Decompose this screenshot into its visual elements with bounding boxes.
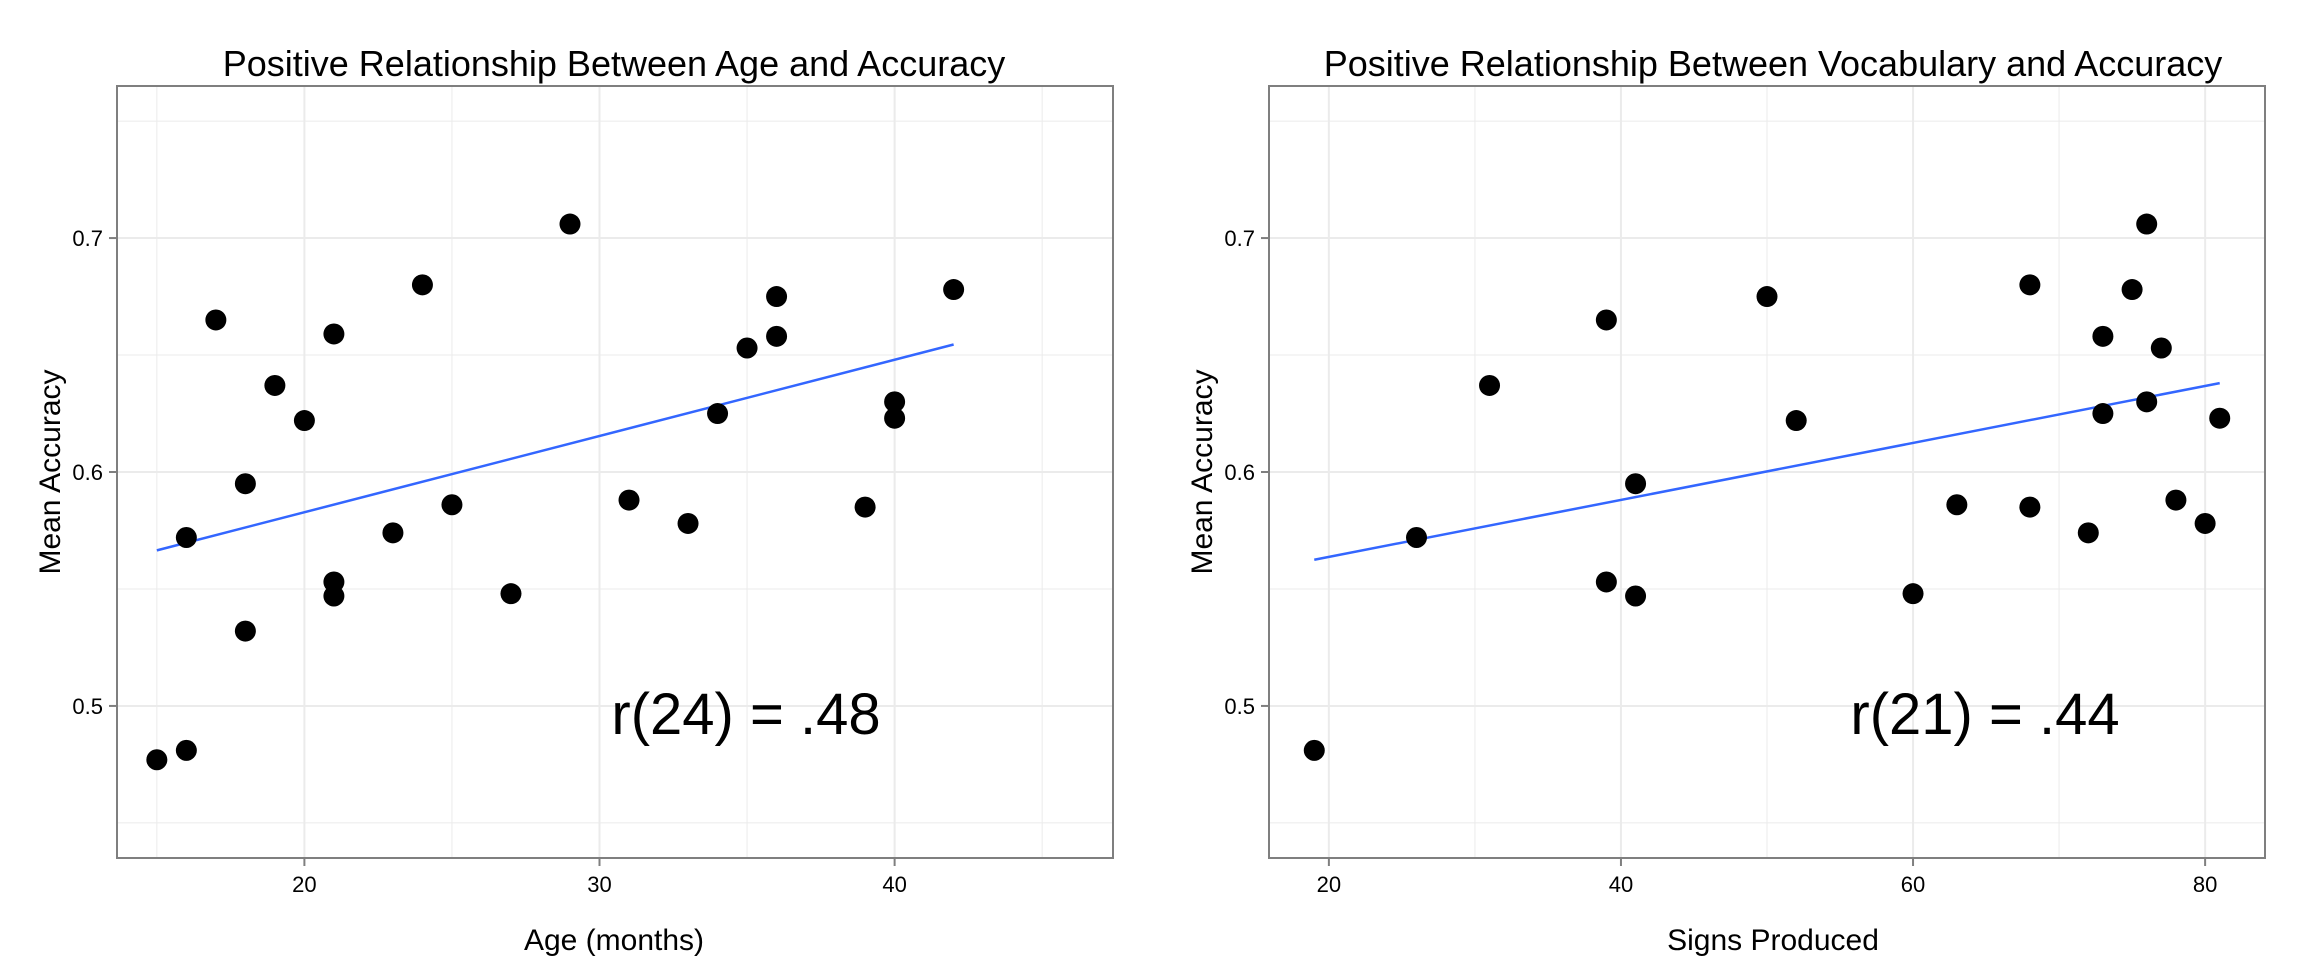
data-point xyxy=(1406,527,1428,549)
x-tick-label: 40 xyxy=(1609,872,1633,897)
data-point xyxy=(2150,337,2172,359)
data-point xyxy=(1303,739,1325,761)
panel-border xyxy=(1268,85,2266,859)
data-point xyxy=(175,739,197,761)
plot-area: 20 30 40 0.5 0.6 0.7 xyxy=(72,85,1114,897)
panel-border xyxy=(116,85,1114,859)
data-point xyxy=(766,325,788,347)
data-point xyxy=(1946,494,1968,516)
vocabulary-accuracy-panel: Positive Relationship Between Vocabulary… xyxy=(1186,43,2266,957)
panel-title: Positive Relationship Between Vocabulary… xyxy=(1324,43,2223,84)
data-point xyxy=(884,407,906,429)
correlation-annotation: r(24) = .48 xyxy=(611,682,880,747)
data-point xyxy=(943,279,965,301)
data-point xyxy=(175,527,197,549)
y-tick-label: 0.7 xyxy=(72,226,103,251)
data-point xyxy=(766,286,788,308)
y-tick-label: 0.7 xyxy=(1224,226,1255,251)
data-point xyxy=(323,323,345,345)
data-point xyxy=(411,274,433,296)
data-point xyxy=(884,391,906,413)
data-point xyxy=(2019,496,2041,518)
data-point xyxy=(677,512,699,534)
data-point xyxy=(146,749,168,771)
y-tick-label: 0.5 xyxy=(72,694,103,719)
data-point xyxy=(1756,286,1778,308)
data-point xyxy=(854,496,876,518)
data-point xyxy=(1595,309,1617,331)
panel-title: Positive Relationship Between Age and Ac… xyxy=(223,43,1005,84)
data-point xyxy=(1902,583,1924,605)
data-point xyxy=(1625,473,1647,495)
y-axis-label: Mean Accuracy xyxy=(34,369,67,574)
x-tick-label: 40 xyxy=(882,872,906,897)
data-point xyxy=(1625,585,1647,607)
data-point xyxy=(2136,213,2158,235)
data-point xyxy=(1479,374,1501,396)
data-point xyxy=(2121,279,2143,301)
data-point xyxy=(441,494,463,516)
data-point xyxy=(293,410,315,432)
data-point xyxy=(2209,407,2231,429)
data-point xyxy=(264,374,286,396)
data-point xyxy=(2019,274,2041,296)
plot-area: 20 40 60 80 0.5 0.6 0.7 xyxy=(1224,85,2266,897)
regression-line xyxy=(1314,381,2220,561)
data-point xyxy=(736,337,758,359)
data-point xyxy=(559,213,581,235)
data-point xyxy=(323,585,345,607)
data-point xyxy=(2165,489,2187,511)
x-axis-label: Signs Produced xyxy=(1667,924,1879,957)
data-point xyxy=(234,473,256,495)
data-point xyxy=(500,583,522,605)
data-point xyxy=(2092,403,2114,425)
data-point xyxy=(205,309,227,331)
correlation-annotation: r(21) = .44 xyxy=(1850,682,2119,747)
x-axis-label: Age (months) xyxy=(524,924,704,957)
y-tick-label: 0.5 xyxy=(1224,694,1255,719)
y-tick-label: 0.6 xyxy=(72,460,103,485)
x-tick-label: 60 xyxy=(1901,872,1925,897)
y-tick-label: 0.6 xyxy=(1224,460,1255,485)
x-tick-label: 20 xyxy=(1317,872,1341,897)
data-point xyxy=(2077,522,2099,544)
data-point xyxy=(234,620,256,642)
data-point xyxy=(707,403,729,425)
regression-line xyxy=(156,343,954,552)
data-point xyxy=(1595,571,1617,593)
x-tick-label: 20 xyxy=(292,872,316,897)
data-point xyxy=(1785,410,1807,432)
data-point xyxy=(2136,391,2158,413)
data-point xyxy=(2092,325,2114,347)
data-point xyxy=(382,522,404,544)
x-tick-label: 80 xyxy=(2193,872,2217,897)
x-tick-label: 30 xyxy=(587,872,611,897)
age-accuracy-panel: Positive Relationship Between Age and Ac… xyxy=(34,43,1114,957)
y-axis-label: Mean Accuracy xyxy=(1186,369,1219,574)
data-point xyxy=(2194,512,2216,534)
data-point xyxy=(618,489,640,511)
